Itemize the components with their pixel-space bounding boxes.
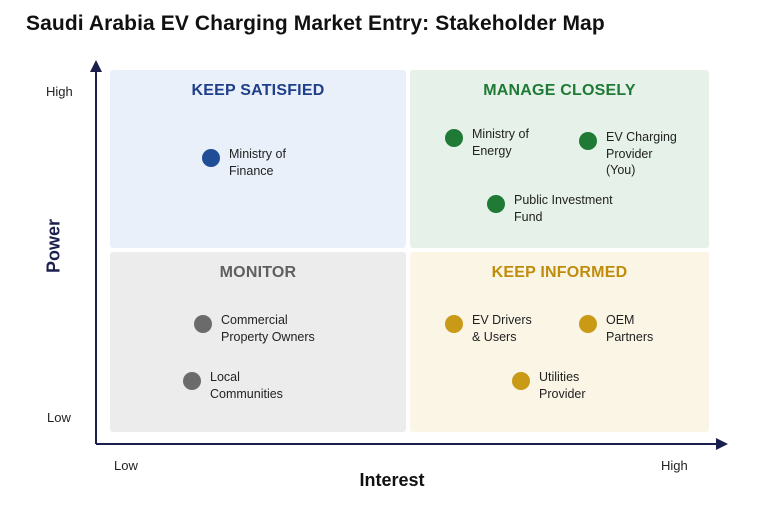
y-tick-high: High: [46, 84, 73, 99]
quadrant-keep-informed: KEEP INFORMED: [410, 252, 709, 432]
diagram-title: Saudi Arabia EV Charging Market Entry: S…: [26, 12, 605, 35]
stakeholder-ministry-of-energy: Ministry of Energy: [445, 126, 529, 159]
quadrant-title-keep-informed: KEEP INFORMED: [491, 264, 628, 281]
stakeholder-dot: [183, 372, 201, 390]
x-axis-label: Interest: [359, 470, 425, 490]
stakeholder-public-investment-fund: Public Investment Fund: [487, 192, 613, 225]
stakeholder-label: Local Communities: [210, 370, 283, 401]
stakeholder-commercial-property-owners: Commercial Property Owners: [194, 312, 315, 345]
quadrant-title-monitor: MONITOR: [219, 264, 297, 281]
y-tick-low: Low: [47, 410, 71, 425]
y-axis-arrow: [90, 60, 102, 72]
stakeholder-oem-partners: OEM Partners: [579, 312, 653, 345]
stakeholder-dot: [487, 195, 505, 213]
stakeholder-ev-charging-provider: EV Charging Provider (You): [579, 129, 677, 179]
stakeholder-label: Public Investment Fund: [514, 193, 613, 224]
stakeholder-dot: [194, 315, 212, 333]
x-tick-low: Low: [114, 458, 138, 473]
quadrant-title-keep-satisfied: KEEP SATISFIED: [191, 82, 325, 99]
y-axis-label: Power: [43, 218, 64, 274]
stakeholder-dot: [445, 315, 463, 333]
stakeholder-dot: [579, 132, 597, 150]
stakeholder-label: EV Drivers & Users: [472, 313, 532, 344]
stakeholder-ministry-of-finance: Ministry of Finance: [202, 146, 286, 179]
stakeholder-label: Commercial Property Owners: [221, 313, 315, 344]
stakeholder-label: EV Charging Provider (You): [606, 130, 677, 177]
quadrant-monitor: MONITOR: [110, 252, 406, 432]
x-axis-arrow: [716, 438, 728, 450]
stakeholder-utilities-provider: Utilities Provider: [512, 369, 586, 402]
stakeholder-label: Ministry of Energy: [472, 127, 529, 158]
stakeholder-ev-drivers-users: EV Drivers & Users: [445, 312, 532, 345]
x-tick-high: High: [661, 458, 688, 473]
quadrant-title-manage-closely: MANAGE CLOSELY: [483, 82, 636, 99]
quadrant-keep-satisfied: KEEP SATISFIED: [110, 70, 406, 248]
stakeholder-local-communities: Local Communities: [183, 369, 283, 402]
stakeholder-label: Ministry of Finance: [229, 147, 286, 178]
stakeholder-dot: [512, 372, 530, 390]
stakeholder-dot: [579, 315, 597, 333]
quadrant-manage-closely: MANAGE CLOSELY: [410, 70, 709, 248]
stakeholder-label: OEM Partners: [606, 313, 654, 344]
stakeholder-label: Utilities Provider: [539, 370, 586, 401]
stakeholder-dot: [445, 129, 463, 147]
stakeholder-dot: [202, 149, 220, 167]
